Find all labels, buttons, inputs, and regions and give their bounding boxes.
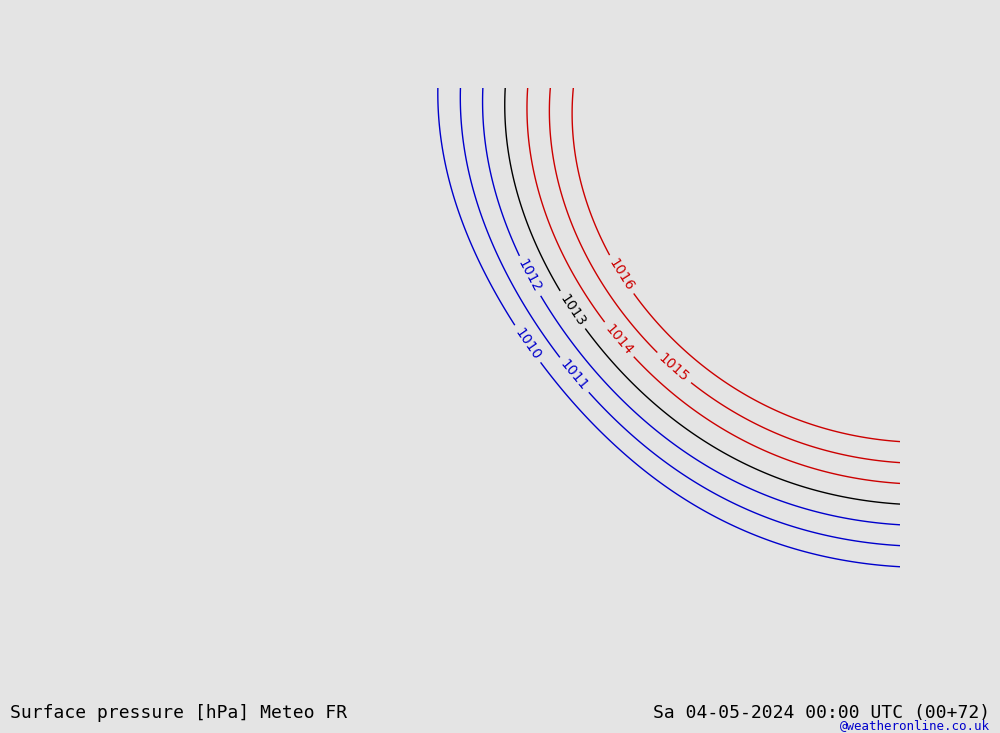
Text: Surface pressure [hPa] Meteo FR: Surface pressure [hPa] Meteo FR: [10, 704, 347, 722]
Text: 1016: 1016: [606, 256, 636, 293]
Text: 1013: 1013: [557, 292, 588, 328]
Text: 1014: 1014: [602, 322, 635, 358]
Text: Sa 04-05-2024 00:00 UTC (00+72): Sa 04-05-2024 00:00 UTC (00+72): [653, 704, 990, 722]
Text: 1011: 1011: [557, 357, 591, 393]
Text: 1015: 1015: [656, 351, 692, 385]
Text: 1010: 1010: [512, 325, 543, 362]
Text: @weatheronline.co.uk: @weatheronline.co.uk: [840, 719, 990, 732]
Text: 1012: 1012: [515, 257, 544, 295]
